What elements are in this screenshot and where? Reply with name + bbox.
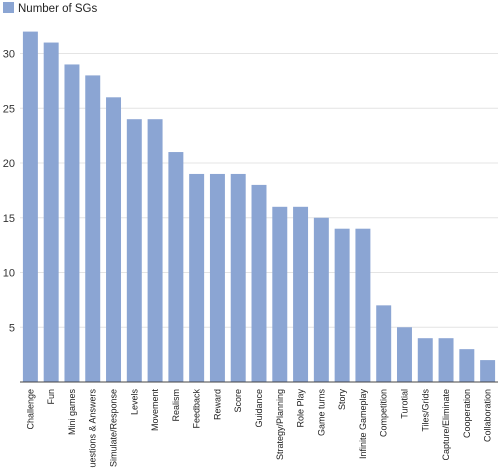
x-axis-labels: Challenge Fun Mini games Questions & Answer…	[25, 389, 492, 468]
x-tick-label: Capture/Eliminate	[441, 389, 451, 461]
y-tick-label: 5	[9, 322, 15, 334]
x-tick-label: Guidance	[254, 389, 264, 428]
x-tick-label: Cooperation	[462, 389, 472, 438]
bar	[313, 217, 329, 382]
legend-label: Number of SGs	[18, 3, 97, 15]
x-tick-label: Story	[337, 389, 347, 411]
bar	[438, 338, 454, 382]
x-tick-label: Role Play	[296, 389, 306, 428]
x-tick-label: Infinite Gameplay	[358, 389, 368, 460]
bar	[126, 119, 142, 382]
y-axis-ticks: 5 10 15 20 25 30	[3, 49, 15, 335]
x-tick-label: Strategy/Planning	[275, 389, 285, 460]
x-tick-label: Competition	[379, 389, 389, 437]
bars	[22, 31, 496, 383]
bar	[22, 31, 38, 382]
x-tick-label: Tiles/Grids	[420, 389, 430, 432]
bar	[396, 327, 412, 382]
bar	[251, 184, 267, 382]
bar	[459, 349, 475, 382]
bar	[209, 173, 225, 382]
x-tick-label: Questions & Answers	[88, 389, 98, 468]
bar	[106, 97, 122, 383]
x-tick-label: Simulate/Response	[109, 389, 119, 467]
y-tick-label: 30	[3, 49, 15, 61]
x-tick-label: Turotial	[399, 389, 409, 419]
y-tick-label: 25	[3, 103, 15, 115]
bar	[376, 305, 392, 382]
x-tick-label: Reward	[212, 389, 222, 420]
legend: Number of SGs	[3, 2, 97, 15]
bar	[85, 75, 101, 383]
x-tick-label: Game turns	[316, 389, 326, 437]
bar	[293, 206, 309, 382]
x-tick-label: Score	[233, 389, 243, 413]
bar	[334, 228, 350, 382]
bar	[480, 360, 496, 382]
y-tick-label: 15	[3, 213, 15, 225]
x-tick-label: Challenge	[25, 389, 35, 430]
bar	[43, 42, 59, 383]
bar	[168, 152, 184, 382]
bar	[417, 338, 433, 382]
y-tick-label: 10	[3, 268, 15, 280]
bar	[147, 119, 163, 382]
bar	[272, 206, 288, 382]
bar	[230, 173, 246, 382]
x-tick-label: Mini games	[67, 389, 77, 436]
bar	[355, 228, 371, 382]
y-tick-label: 20	[3, 158, 15, 170]
x-tick-label: Levels	[129, 389, 139, 416]
legend-swatch	[3, 2, 14, 13]
bar	[189, 173, 205, 382]
x-tick-label: Movement	[150, 389, 160, 432]
bar	[64, 64, 80, 382]
x-tick-label: Feedback	[192, 389, 202, 429]
x-tick-label: Collaboration	[483, 389, 493, 442]
x-tick-label: Realism	[171, 389, 181, 422]
x-tick-label: Fun	[46, 389, 56, 405]
